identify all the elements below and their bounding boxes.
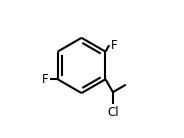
- Text: F: F: [42, 73, 49, 86]
- Text: F: F: [110, 39, 117, 52]
- Text: Cl: Cl: [107, 106, 119, 119]
